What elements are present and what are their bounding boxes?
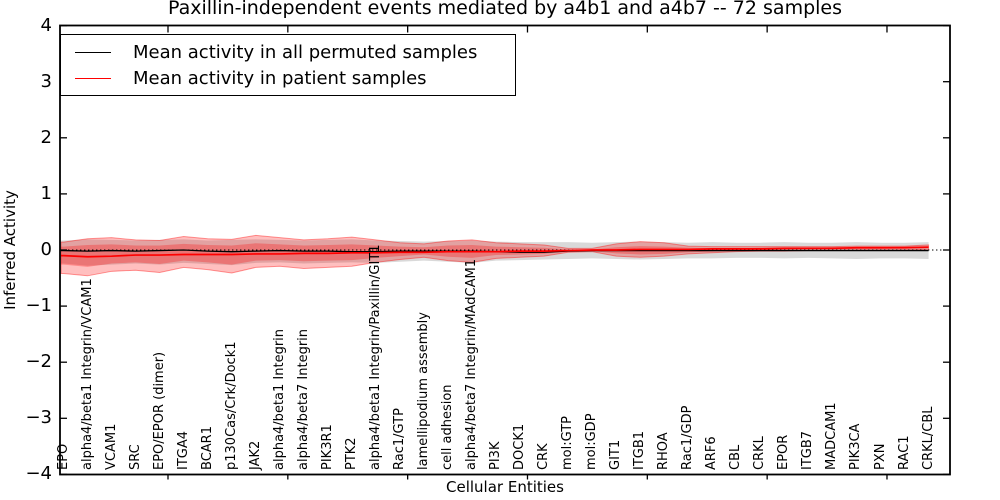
x-tick-label: cell adhesion bbox=[439, 384, 455, 470]
x-tick-label: PTK2 bbox=[343, 437, 359, 470]
x-tick-label: p130Cas/Crk/Dock1 bbox=[223, 341, 239, 470]
chart-title: Paxillin-independent events mediated by … bbox=[167, 0, 843, 19]
legend-label: Mean activity in patient samples bbox=[133, 67, 427, 89]
y-tick-label: −2 bbox=[25, 351, 52, 373]
x-tick-label: CRKL bbox=[752, 436, 768, 470]
legend: Mean activity in all permuted samples Me… bbox=[60, 34, 516, 96]
y-tick-label: −3 bbox=[25, 407, 52, 429]
x-tick-label: EPOR bbox=[776, 434, 792, 470]
y-tick-label: 4 bbox=[40, 14, 52, 36]
x-tick-label: EPO/EPOR (dimer) bbox=[151, 351, 167, 470]
x-tick-label: SRC bbox=[127, 444, 143, 470]
x-tick-label: PIK3CA bbox=[848, 423, 864, 470]
x-tick-label: Rac1/GTP bbox=[391, 408, 407, 470]
legend-line-sample-red bbox=[75, 77, 111, 79]
x-tick-label: ITGA4 bbox=[175, 430, 191, 470]
x-axis-label: Cellular Entities bbox=[446, 478, 564, 496]
x-tick-label: alpha4/beta7 Integrin/MAdCAM1 bbox=[464, 259, 479, 470]
x-tick-label: ITGB1 bbox=[632, 430, 648, 470]
y-tick-label: −1 bbox=[25, 295, 52, 317]
x-tick-label: BCAR1 bbox=[199, 426, 215, 470]
y-tick-label: 3 bbox=[40, 70, 52, 92]
x-tick-label: alpha4/beta1 Integrin/Paxillin/GIT1 bbox=[367, 244, 383, 470]
x-tick-label: GIT1 bbox=[608, 439, 624, 470]
x-tick-label: Rac1/GDP bbox=[680, 405, 696, 470]
x-tick-label: lamellipodium assembly bbox=[415, 312, 431, 470]
y-tick-label: 1 bbox=[40, 182, 52, 204]
x-tick-label: PIK3R1 bbox=[319, 424, 335, 470]
legend-item-permuted: Mean activity in all permuted samples bbox=[61, 39, 515, 65]
x-tick-label: alpha4/beta1 Integrin/VCAM1 bbox=[79, 278, 95, 470]
x-tick-label: VCAM1 bbox=[103, 423, 119, 470]
x-tick-label: mol:GDP bbox=[584, 413, 600, 470]
x-tick-label: ARF6 bbox=[704, 436, 720, 470]
band-patient-samples-outer-band bbox=[60, 234, 930, 277]
y-tick-label: 2 bbox=[40, 126, 52, 148]
y-tick-label: −4 bbox=[25, 463, 52, 485]
x-tick-label: ITGB7 bbox=[800, 430, 816, 470]
x-tick-label: PI3K bbox=[488, 441, 504, 470]
x-tick-label: PXN bbox=[872, 443, 888, 470]
legend-label: Mean activity in all permuted samples bbox=[133, 41, 478, 63]
series-line-patient bbox=[61, 246, 929, 258]
x-tick-label: CRKL/CBL bbox=[920, 406, 936, 471]
x-tick-label: EPO bbox=[55, 443, 71, 470]
x-tick-label: alpha4/beta1 Integrin bbox=[271, 328, 287, 470]
legend-item-patient: Mean activity in patient samples bbox=[61, 65, 515, 91]
x-tick-label: alpha4/beta7 Integrin bbox=[295, 328, 311, 470]
legend-line-sample-black bbox=[75, 51, 111, 53]
y-tick-label: 0 bbox=[40, 239, 52, 260]
x-tick-label: mol:GTP bbox=[560, 416, 576, 470]
x-tick-label: JAK2 bbox=[247, 440, 263, 470]
x-tick-label: CRK bbox=[536, 443, 552, 470]
x-tick-label: DOCK1 bbox=[512, 423, 528, 470]
x-tick-label: MADCAM1 bbox=[824, 402, 840, 470]
x-tick-label: RHOA bbox=[656, 432, 672, 470]
x-tick-label: RAC1 bbox=[896, 435, 912, 470]
x-tick-label: CBL bbox=[728, 444, 744, 470]
